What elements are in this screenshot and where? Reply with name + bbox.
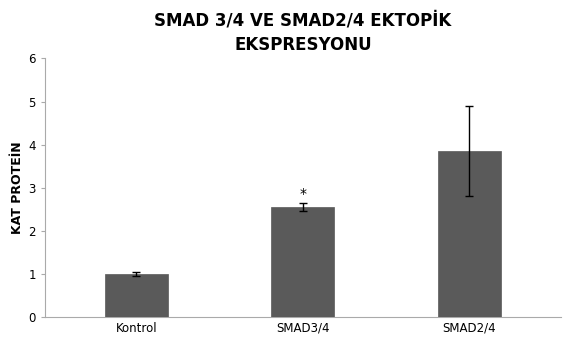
Title: SMAD 3/4 VE SMAD2/4 EKTOPİK
EKSPRESYONU: SMAD 3/4 VE SMAD2/4 EKTOPİK EKSPRESYONU [154, 11, 451, 54]
Y-axis label: KAT PROTEİN: KAT PROTEİN [11, 142, 24, 234]
Bar [105, 274, 168, 317]
Bar [271, 207, 335, 317]
Bar [438, 151, 501, 317]
Text: *: * [299, 186, 307, 201]
